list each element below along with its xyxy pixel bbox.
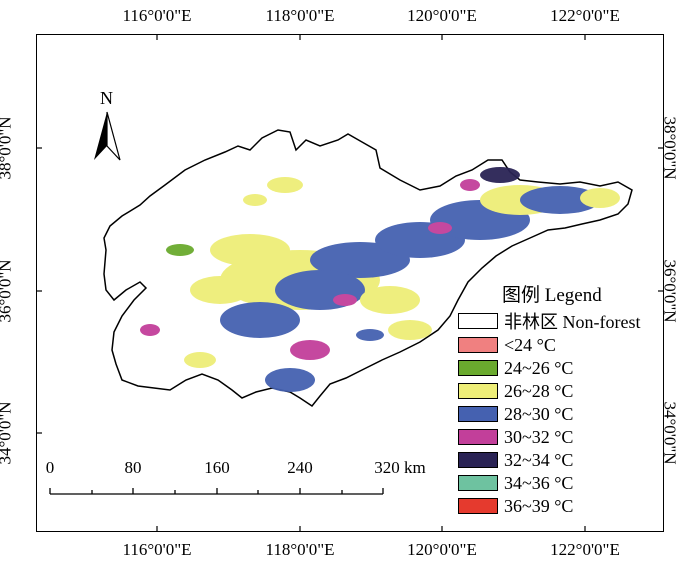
- legend-swatch: [458, 383, 498, 399]
- scale-bar: [49, 488, 384, 495]
- legend-swatch: [458, 498, 498, 514]
- legend-label: 26~28 °C: [504, 380, 574, 401]
- bottom-tick-label: 116°0'0"E: [122, 540, 192, 559]
- legend-label: 36~39 °C: [504, 495, 574, 516]
- legend-label: <24 °C: [504, 334, 556, 355]
- bottom-tick-label: 122°0'0"E: [550, 540, 620, 559]
- legend-swatch: [458, 475, 498, 491]
- top-tick-label: 122°0'0"E: [550, 6, 620, 25]
- legend-label: 32~34 °C: [504, 449, 574, 470]
- north-label: N: [100, 88, 113, 108]
- legend-item: <24 °C: [458, 335, 556, 355]
- scale-label: 0: [45, 458, 55, 477]
- legend-item: 26~28 °C: [458, 381, 573, 401]
- legend-item: 28~30 °C: [458, 404, 573, 424]
- legend-item: 36~39 °C: [458, 496, 573, 516]
- scale-label: 320 km: [374, 458, 426, 477]
- legend-label: 非林区 Non-forest: [504, 312, 641, 332]
- legend-label: 34~36 °C: [504, 472, 574, 493]
- legend-label: 24~26 °C: [504, 357, 574, 378]
- bottom-tick-label: 120°0'0"E: [407, 540, 477, 559]
- legend-swatch: [458, 313, 498, 329]
- legend-label: 30~32 °C: [504, 426, 574, 447]
- legend-item: 非林区 Non-forest: [458, 311, 641, 332]
- map-frame: [36, 34, 664, 532]
- legend-title: 图例 Legend: [502, 285, 602, 306]
- legend-label: 28~30 °C: [504, 403, 574, 424]
- north-arrow: [94, 111, 121, 161]
- legend-item: 30~32 °C: [458, 427, 573, 447]
- scale-label: 160: [204, 458, 230, 477]
- top-tick-label: 118°0'0"E: [265, 6, 335, 25]
- legend-swatch: [458, 337, 498, 353]
- temperature-patches: [140, 167, 620, 392]
- legend-swatch: [458, 452, 498, 468]
- legend-item: 24~26 °C: [458, 358, 573, 378]
- legend-swatch: [458, 406, 498, 422]
- legend-swatch: [458, 360, 498, 376]
- top-tick-label: 120°0'0"E: [407, 6, 477, 25]
- scale-label: 240: [287, 458, 313, 477]
- bottom-tick-label: 118°0'0"E: [265, 540, 335, 559]
- scale-label: 80: [124, 458, 142, 477]
- legend-swatch: [458, 429, 498, 445]
- top-tick-label: 116°0'0"E: [122, 6, 192, 25]
- legend-item: 34~36 °C: [458, 473, 573, 493]
- frame-ticks: [36, 34, 664, 532]
- legend-item: 32~34 °C: [458, 450, 573, 470]
